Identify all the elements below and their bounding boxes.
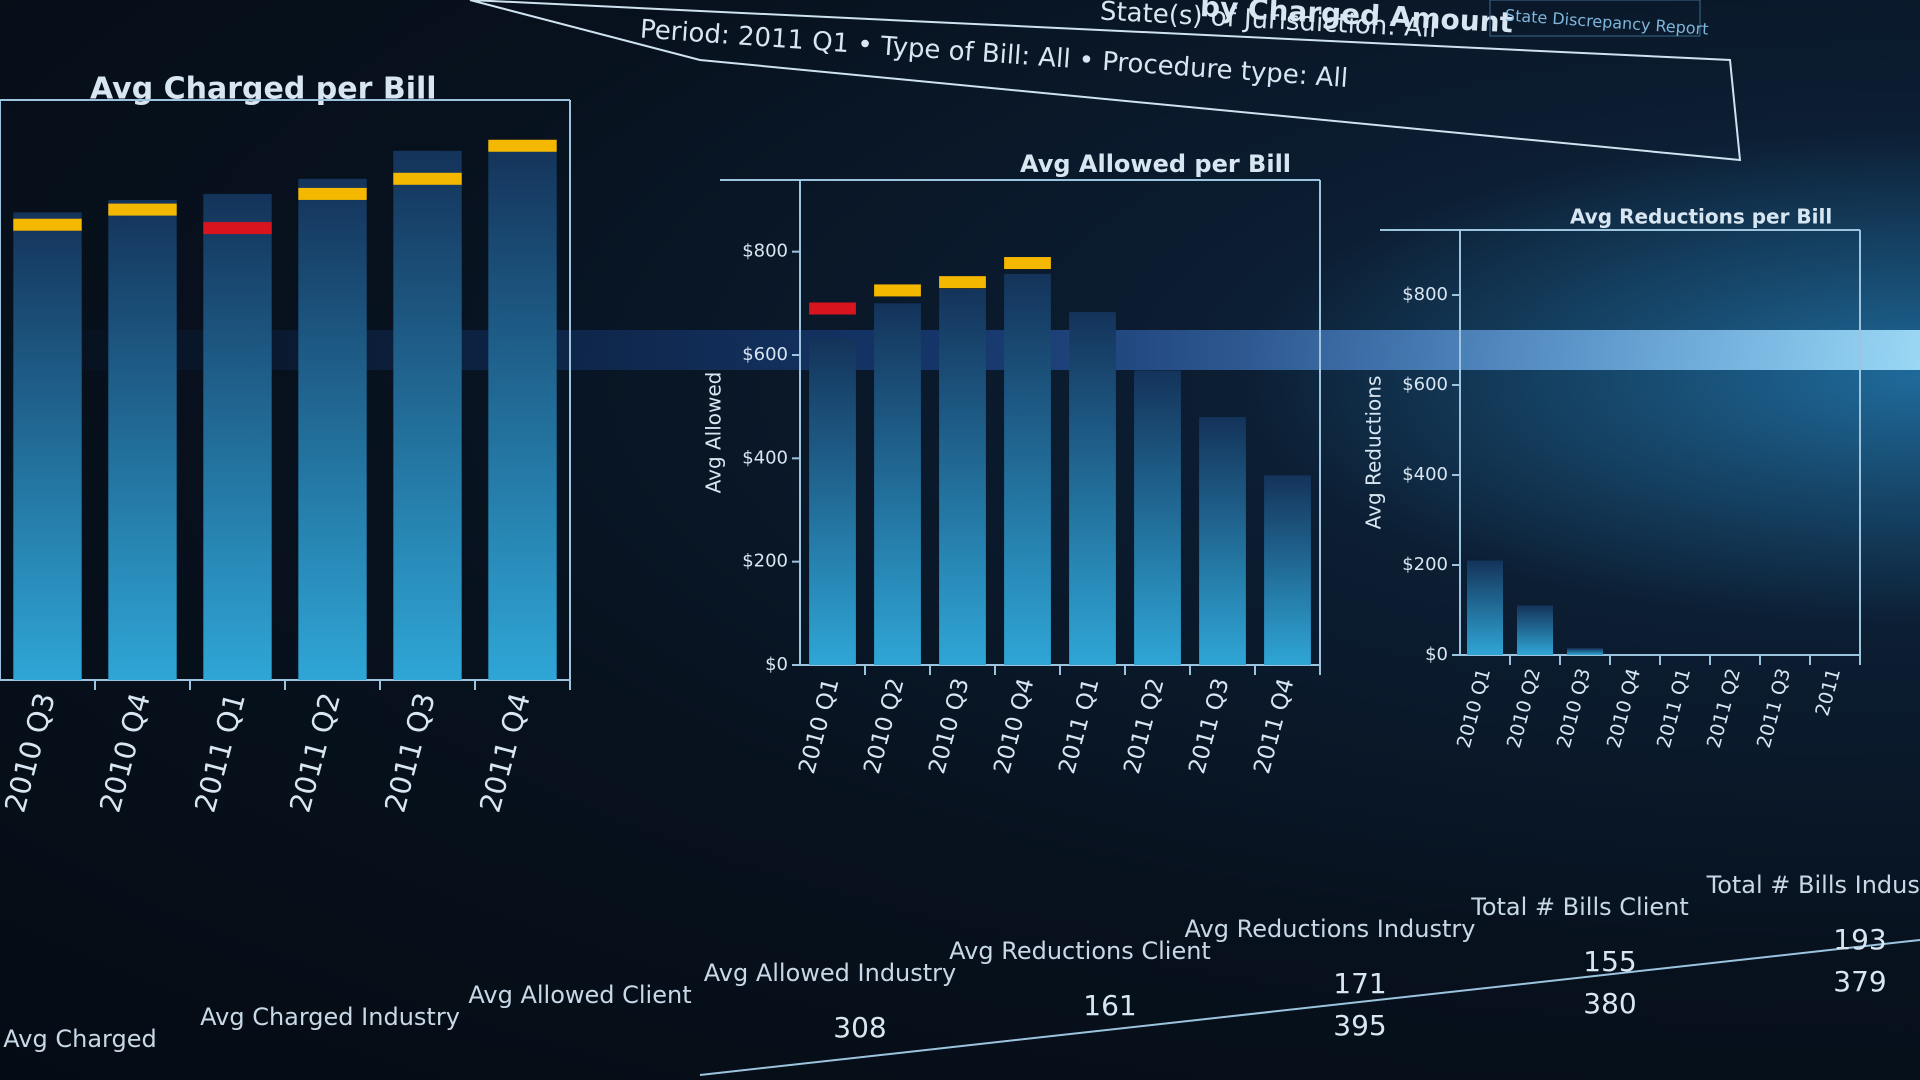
- bar: [1134, 370, 1181, 665]
- bar: [13, 212, 82, 680]
- cell: 308: [833, 1011, 886, 1044]
- chart-title: Avg Charged per Bill: [90, 72, 437, 107]
- bar: [1069, 312, 1116, 665]
- x-tick-label: 2011 Q2: [283, 689, 346, 816]
- x-tick-label: 2011: [1811, 666, 1845, 718]
- bar: [393, 150, 462, 681]
- table-rule: [699, 939, 1920, 1076]
- y-tick-label: $0: [1425, 644, 1448, 665]
- x-tick-label: 2011 Q1: [188, 689, 251, 816]
- y-axis-label: Avg Allowed: [702, 372, 726, 494]
- cell: 379: [1833, 965, 1886, 998]
- x-tick-label: 2011 Q3: [378, 689, 441, 816]
- x-tick-label: 2011 Q4: [1249, 676, 1299, 777]
- x-tick-label: 2011 Q4: [473, 689, 536, 816]
- axis-frame: [0, 100, 571, 681]
- bar: [809, 338, 856, 665]
- bar: [488, 142, 557, 680]
- y-tick-label: $0: [765, 654, 788, 675]
- chart: Avg Allowed per Bill Avg Allowed $0 $200 $40…: [702, 150, 1321, 777]
- x-tick-label: 2010 Q3: [1553, 666, 1595, 750]
- industry-marker: [108, 203, 177, 216]
- y-tick-label: $200: [1402, 554, 1448, 575]
- cell: 155: [1583, 945, 1636, 978]
- x-tick-label: 2010 Q4: [989, 676, 1039, 777]
- column-header: Avg Allowed Client: [468, 981, 691, 1009]
- cell: 161: [1083, 989, 1136, 1022]
- bar: [298, 178, 367, 681]
- column-header: Avg Allowed Industry: [704, 959, 957, 987]
- x-tick-label: 2010 Q2: [1503, 666, 1545, 750]
- bar: [1467, 560, 1503, 655]
- x-tick-label: 2011 Q1: [1054, 676, 1104, 777]
- axis-frame: [1459, 230, 1861, 656]
- x-tick-label: 2010 Q1: [794, 676, 844, 777]
- industry-marker: [13, 218, 82, 231]
- header-box: [469, 0, 1742, 162]
- tab-label[interactable]: State Discrepancy Report: [1504, 6, 1709, 39]
- chart-title: Avg Reductions per Bill: [1570, 205, 1832, 229]
- chart: Avg Reductions per Bill Avg Reductions $0 $…: [1362, 205, 1861, 750]
- industry-marker: [809, 302, 856, 315]
- bar: [1567, 648, 1603, 655]
- column-header: Avg Charged: [3, 1025, 156, 1053]
- x-tick-label: 2010 Q4: [1603, 666, 1645, 750]
- bar: [1517, 605, 1553, 655]
- cell: 395: [1333, 1009, 1386, 1042]
- x-tick-label: 2011 Q1: [1653, 666, 1695, 750]
- column-header: Total # Bills Industry: [1706, 871, 1920, 899]
- industry-marker: [488, 139, 557, 152]
- y-axis-label: Avg Reductions: [1362, 376, 1386, 530]
- column-header: Avg Reductions Industry: [1185, 915, 1476, 943]
- x-tick-label: 2011 Q3: [1184, 676, 1234, 777]
- y-tick-label: $400: [1402, 464, 1448, 485]
- tab[interactable]: [1489, 0, 1701, 37]
- bar: [108, 200, 177, 680]
- industry-marker: [203, 222, 272, 235]
- column-header: Total # Bills Client: [1470, 893, 1689, 921]
- bar: [203, 193, 272, 681]
- bar: [874, 303, 921, 665]
- column-header: Avg Reductions Client: [949, 937, 1211, 965]
- y-tick-label: $200: [742, 551, 788, 572]
- industry-marker: [939, 276, 986, 289]
- x-tick-label: 2011 Q2: [1119, 676, 1169, 777]
- industry-marker: [393, 172, 462, 185]
- x-tick-label: 2010 Q1: [1453, 666, 1495, 750]
- industry-marker: [298, 187, 367, 200]
- chart: Avg Charged per Bill 2010 Q3 2010 Q4 2011 Q…: [0, 72, 571, 816]
- x-tick-label: 2010 Q4: [93, 689, 156, 816]
- x-tick-label: 2011 Q2: [1703, 666, 1745, 750]
- x-tick-label: 2010 Q3: [924, 676, 974, 777]
- y-tick-label: $600: [1402, 374, 1448, 395]
- bar: [1264, 475, 1311, 665]
- industry-marker: [874, 284, 921, 297]
- y-tick-label: $800: [742, 241, 788, 262]
- x-tick-label: 2010 Q3: [0, 689, 62, 816]
- bar: [1004, 273, 1051, 665]
- y-tick-label: $600: [742, 344, 788, 365]
- cell: 171: [1333, 967, 1386, 1000]
- x-tick-label: 2010 Q2: [859, 676, 909, 777]
- cell: 193: [1833, 923, 1886, 956]
- y-tick-label: $800: [1402, 284, 1448, 305]
- column-header: Avg Charged Industry: [200, 1003, 460, 1031]
- y-tick-label: $400: [742, 447, 788, 468]
- bar: [1199, 417, 1246, 665]
- bar: [939, 288, 986, 665]
- chart-title: Avg Allowed per Bill: [1020, 150, 1291, 178]
- x-tick-label: 2011 Q3: [1753, 666, 1795, 750]
- cell: 380: [1583, 987, 1636, 1020]
- industry-marker: [1004, 257, 1051, 270]
